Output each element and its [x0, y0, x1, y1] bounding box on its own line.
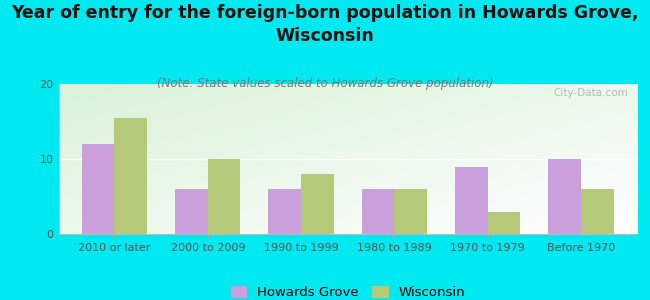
Bar	[395, 189, 427, 234]
Bar	[488, 212, 521, 234]
Text: (Note: State values scaled to Howards Grove population): (Note: State values scaled to Howards Gr…	[157, 76, 493, 89]
Bar	[82, 144, 114, 234]
Bar	[301, 174, 333, 234]
Bar	[175, 189, 208, 234]
Bar	[268, 189, 301, 234]
Bar	[208, 159, 240, 234]
Bar	[362, 189, 395, 234]
Bar	[114, 118, 147, 234]
Bar	[455, 167, 488, 234]
Text: Year of entry for the foreign-born population in Howards Grove,
Wisconsin: Year of entry for the foreign-born popul…	[11, 4, 639, 45]
Legend: Howards Grove, Wisconsin: Howards Grove, Wisconsin	[231, 286, 465, 298]
Text: City-Data.com: City-Data.com	[554, 88, 629, 98]
Bar	[581, 189, 614, 234]
Bar	[549, 159, 581, 234]
